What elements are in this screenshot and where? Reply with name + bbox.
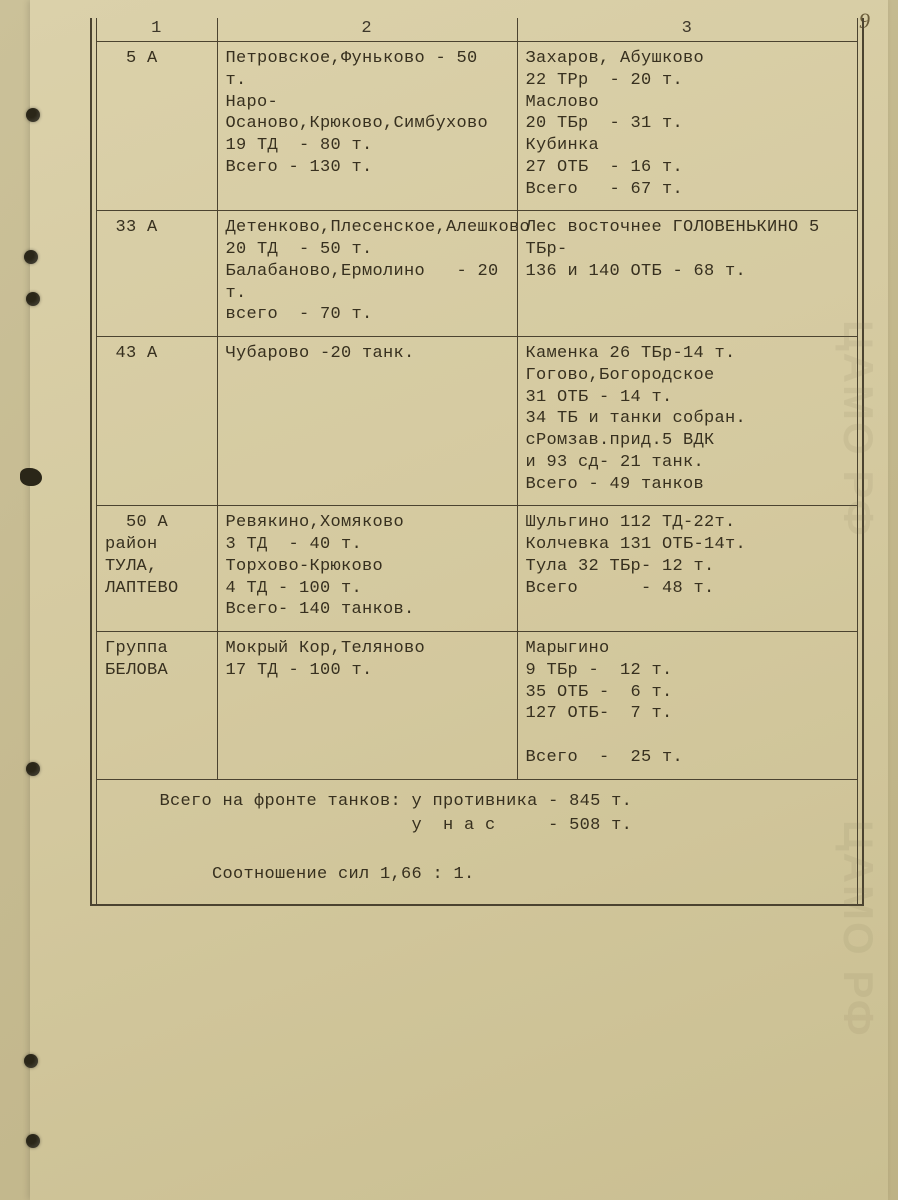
- col-header-3: 3: [517, 18, 857, 42]
- summary-block: Всего на фронте танков: у противника - 8…: [97, 779, 857, 905]
- table-row: 50 А район ТУЛА, ЛАПТЕВО Ревякино,Хомяко…: [97, 506, 857, 632]
- paper-sheet: 9 1 2 3 5 А Петровское,Фуньково: [30, 0, 888, 1200]
- col-header-1: 1: [97, 18, 217, 42]
- cell-col3: Шульгино 112 ТД-22т. Колчевка 131 ОТБ-14…: [517, 506, 857, 632]
- table-row: Группа БЕЛОВА Мокрый Кор,Теляново 17 ТД …: [97, 632, 857, 779]
- cell-col2: Детенково,Плесенское,Алешково 20 ТД - 50…: [217, 211, 517, 337]
- col-header-2: 2: [217, 18, 517, 42]
- cell-col2: Чубарово -20 танк.: [217, 337, 517, 506]
- summary-line-3: Соотношение сил 1,66 : 1.: [107, 865, 475, 884]
- data-table: 5 А Петровское,Фуньково - 50 т. Наро-Оса…: [97, 42, 857, 779]
- column-header-row: 1 2 3: [97, 18, 857, 42]
- cell-army: 5 А: [97, 42, 217, 211]
- cell-army: 50 А район ТУЛА, ЛАПТЕВО: [97, 506, 217, 632]
- summary-line-2: у н а с - 508 т.: [107, 816, 632, 835]
- punch-hole-icon: [24, 250, 38, 264]
- punch-hole-icon: [26, 762, 40, 776]
- punch-hole-icon: [24, 1054, 38, 1068]
- table-frame: 1 2 3 5 А Петровское,Фуньково - 50 т. На…: [90, 18, 864, 906]
- table-row: 33 А Детенково,Плесенское,Алешково 20 ТД…: [97, 211, 857, 337]
- punch-hole-icon: [26, 1134, 40, 1148]
- cell-col3: Марыгино 9 ТБр - 12 т. 35 ОТБ - 6 т. 127…: [517, 632, 857, 779]
- cell-army: Группа БЕЛОВА: [97, 632, 217, 779]
- table-row: 5 А Петровское,Фуньково - 50 т. Наро-Оса…: [97, 42, 857, 211]
- punch-hole-icon: [26, 108, 40, 122]
- punch-hole-icon: [20, 468, 42, 486]
- cell-army: 33 А: [97, 211, 217, 337]
- table-row: 43 А Чубарово -20 танк. Каменка 26 ТБр-1…: [97, 337, 857, 506]
- cell-army: 43 А: [97, 337, 217, 506]
- cell-col2: Петровское,Фуньково - 50 т. Наро-Осаново…: [217, 42, 517, 211]
- cell-col3: Захаров, Абушково 22 ТРр - 20 т. Маслово…: [517, 42, 857, 211]
- punch-hole-icon: [26, 292, 40, 306]
- summary-line-1: Всего на фронте танков: у противника - 8…: [107, 792, 632, 811]
- cell-col2: Ревякино,Хомяково 3 ТД - 40 т. Торхово-К…: [217, 506, 517, 632]
- cell-col3: Каменка 26 ТБр-14 т. Гогово,Богородское …: [517, 337, 857, 506]
- cell-col2: Мокрый Кор,Теляново 17 ТД - 100 т.: [217, 632, 517, 779]
- cell-col3: Лес восточнее ГОЛОВЕНЬКИНО 5 ТБр- 136 и …: [517, 211, 857, 337]
